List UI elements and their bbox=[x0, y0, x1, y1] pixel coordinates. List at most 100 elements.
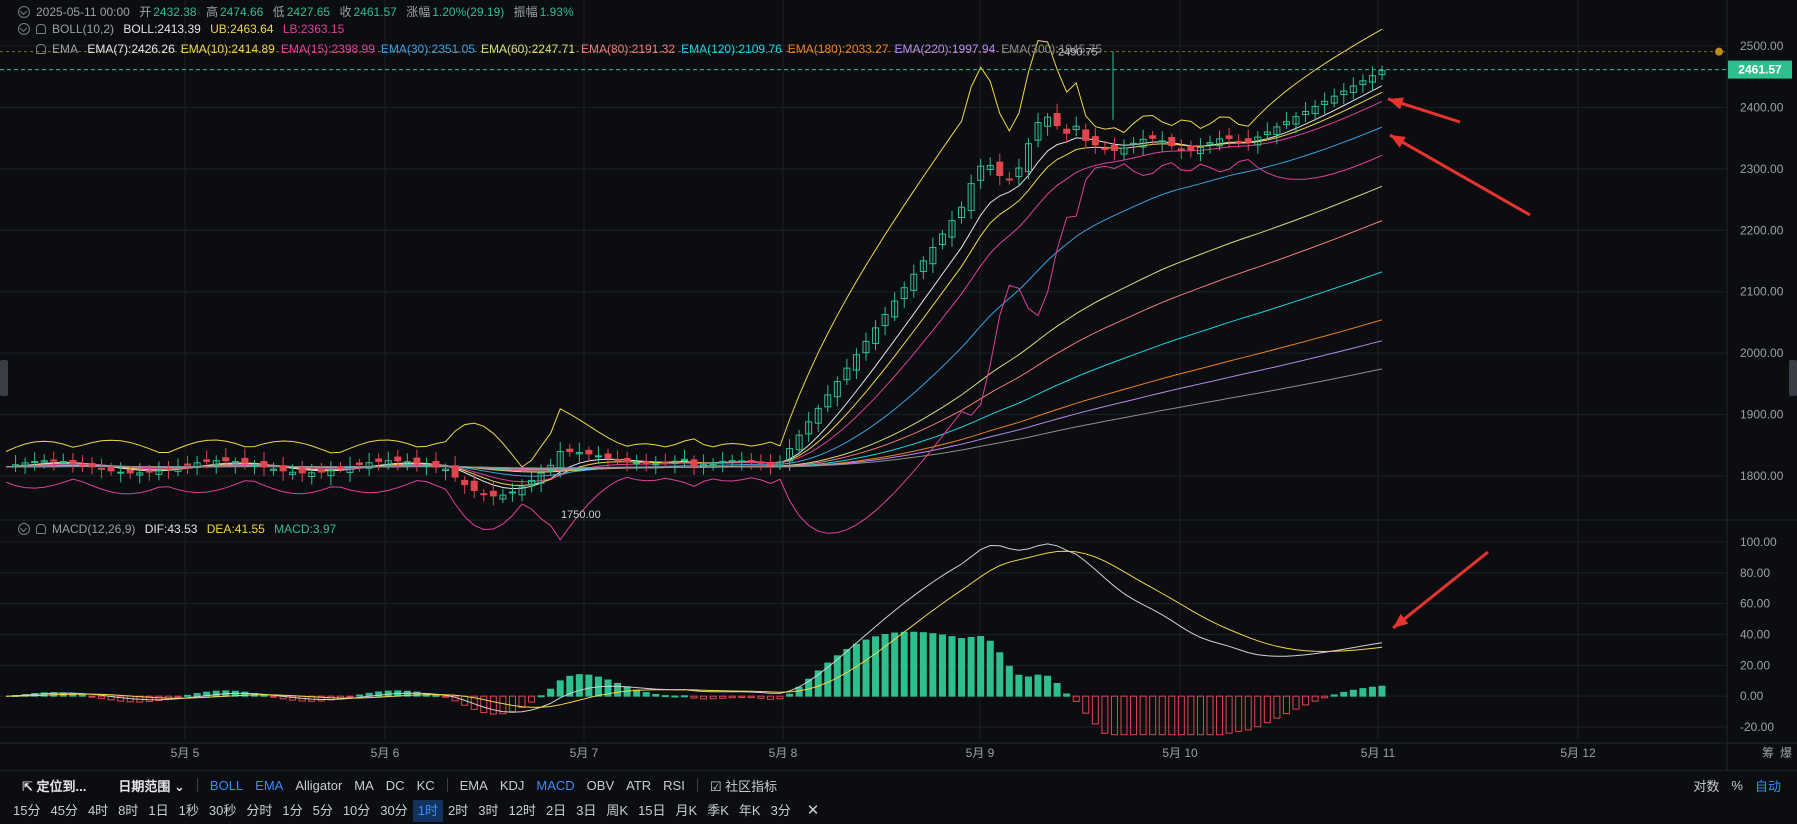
close-icon[interactable]: ✕ bbox=[806, 802, 820, 819]
macd-histogram-bar bbox=[948, 636, 956, 697]
indicator-alligator[interactable]: Alligator bbox=[295, 777, 343, 793]
macd-histogram-bar bbox=[862, 639, 870, 697]
timeframe-22[interactable]: 季K bbox=[707, 803, 729, 818]
macd-histogram-bar bbox=[852, 643, 860, 697]
locate-button[interactable]: ⇱ 定位到... bbox=[22, 778, 87, 794]
candle-body bbox=[537, 472, 545, 484]
sub-indicator-atr[interactable]: ATR bbox=[626, 777, 652, 793]
sub-indicator-macd[interactable]: MACD bbox=[536, 777, 575, 793]
macd-tick-label: 0.00 bbox=[1740, 689, 1764, 703]
timeframe-23[interactable]: 年K bbox=[738, 803, 761, 818]
timeframe-10[interactable]: 5分 bbox=[312, 803, 333, 818]
macd-histogram-bar bbox=[270, 695, 278, 698]
timeframe-7[interactable]: 30秒 bbox=[208, 803, 237, 818]
community-indicators-button[interactable]: ☑ 社区指标 bbox=[704, 776, 783, 795]
macd-tick-label: 60.00 bbox=[1740, 597, 1770, 611]
time-tick-label: 5月 7 bbox=[570, 746, 599, 760]
candle-body bbox=[690, 459, 698, 467]
ohlc-header: 2025-05-11 00:00 开 2432.38 高 2474.66 低 2427… bbox=[18, 3, 580, 20]
candle-body bbox=[1063, 128, 1071, 134]
timeframe-1[interactable]: 15分 bbox=[13, 803, 41, 818]
macd-histogram-bar bbox=[499, 695, 507, 715]
macd-histogram-bar bbox=[1091, 695, 1099, 725]
collapse-icon[interactable] bbox=[18, 523, 30, 535]
right-panel-handle[interactable] bbox=[1789, 360, 1797, 396]
indicator-ma[interactable]: MA bbox=[354, 777, 374, 793]
macd-histogram-bar bbox=[1101, 695, 1109, 734]
macd-histogram-bar bbox=[1311, 695, 1319, 702]
macd-histogram-bar bbox=[766, 695, 774, 700]
candle-body bbox=[604, 453, 612, 459]
collapse-icon[interactable] bbox=[18, 6, 30, 18]
bell-icon[interactable] bbox=[36, 44, 46, 54]
macd-histogram-bar bbox=[1130, 695, 1138, 736]
macd-histogram-bar bbox=[98, 695, 106, 699]
candle-body bbox=[1196, 146, 1204, 155]
candle-body bbox=[518, 486, 526, 496]
macd-histogram-bar bbox=[1378, 685, 1386, 697]
left-panel-handle[interactable] bbox=[0, 360, 8, 396]
timeframe-15[interactable]: 3时 bbox=[478, 803, 499, 818]
macd-histogram-bar bbox=[1235, 695, 1243, 732]
indicator-boll[interactable]: BOLL bbox=[209, 777, 244, 793]
timeframe-24[interactable]: 3分 bbox=[770, 803, 791, 818]
candle-body bbox=[1168, 136, 1176, 147]
timeframe-11[interactable]: 10分 bbox=[342, 803, 371, 818]
timeframe-2[interactable]: 45分 bbox=[50, 803, 78, 818]
timeframe-6[interactable]: 1秒 bbox=[178, 803, 199, 818]
sub-indicator-ema[interactable]: EMA bbox=[459, 777, 488, 793]
timeframe-14[interactable]: 2时 bbox=[448, 803, 469, 818]
candle-body bbox=[766, 462, 774, 466]
candle-body bbox=[164, 467, 172, 470]
bell-icon[interactable] bbox=[36, 524, 46, 534]
date-range-button[interactable]: 日期范围 ⌄ bbox=[112, 776, 191, 795]
timeframe-17[interactable]: 2日 bbox=[545, 803, 567, 818]
candle-body bbox=[948, 220, 956, 238]
bell-icon[interactable] bbox=[36, 24, 46, 34]
timeframe-19[interactable]: 周K bbox=[606, 803, 629, 818]
chart-area[interactable]: 2500.00 2400.00 2300.00 2200.00 2100.00 2000.… bbox=[0, 0, 1797, 770]
collapse-icon[interactable] bbox=[18, 23, 30, 35]
timeframe-18[interactable]: 3日 bbox=[576, 803, 597, 818]
macd-histogram-bar bbox=[1359, 688, 1367, 697]
sub-indicator-rsi[interactable]: RSI bbox=[663, 777, 685, 793]
macd-histogram-bar bbox=[757, 695, 765, 699]
macd-histogram-bar bbox=[518, 695, 526, 708]
sub-indicator-kdj[interactable]: KDJ bbox=[499, 777, 525, 793]
timeframe-12[interactable]: 30分 bbox=[380, 803, 408, 818]
timeframe-3[interactable]: 4时 bbox=[87, 803, 109, 818]
macd-histogram-bar bbox=[1177, 695, 1185, 736]
candle-body bbox=[1158, 140, 1166, 143]
candle-body bbox=[1321, 100, 1329, 106]
low-label: 低 bbox=[272, 5, 285, 19]
timeframe-20[interactable]: 15日 bbox=[638, 803, 666, 818]
candle-body bbox=[1149, 135, 1157, 139]
timeframe-16[interactable]: 12时 bbox=[508, 803, 536, 818]
macd-histogram-bar bbox=[212, 690, 220, 697]
indicator-dc[interactable]: DC bbox=[385, 777, 405, 793]
timeframe-9[interactable]: 1分 bbox=[282, 803, 303, 818]
timeframe-4[interactable]: 8时 bbox=[118, 803, 139, 818]
auto-scale-toggle[interactable]: 自动 bbox=[1754, 778, 1781, 794]
candle-body bbox=[996, 161, 1004, 176]
candle-body bbox=[1302, 111, 1310, 115]
candle-body bbox=[59, 461, 67, 464]
indicator-kc[interactable]: KC bbox=[416, 777, 435, 793]
percent-scale-toggle[interactable]: % bbox=[1731, 777, 1743, 793]
candlestick-chart[interactable]: 2500.00 2400.00 2300.00 2200.00 2100.00 2000.… bbox=[0, 0, 1797, 770]
macd-histogram-bar bbox=[1330, 694, 1338, 697]
timeframe-5[interactable]: 1日 bbox=[148, 803, 169, 818]
sub-indicators: EMA KDJ MACD OBV ATR RSI bbox=[454, 778, 691, 793]
indicator-ema[interactable]: EMA bbox=[255, 777, 284, 793]
timeframe-21[interactable]: 月K bbox=[675, 803, 698, 818]
candle-body bbox=[547, 464, 555, 471]
candle-body bbox=[805, 421, 813, 435]
ema-line-80 bbox=[6, 220, 1383, 472]
chevron-down-icon: ⌄ bbox=[174, 778, 185, 794]
timeframe-8[interactable]: 分时 bbox=[246, 803, 273, 818]
macd-histogram-bar bbox=[967, 636, 975, 697]
candle-body bbox=[938, 233, 946, 246]
sub-indicator-obv[interactable]: OBV bbox=[586, 777, 615, 793]
timeframe-13[interactable]: 1时 bbox=[412, 800, 443, 822]
log-scale-toggle[interactable]: 对数 bbox=[1693, 778, 1720, 794]
